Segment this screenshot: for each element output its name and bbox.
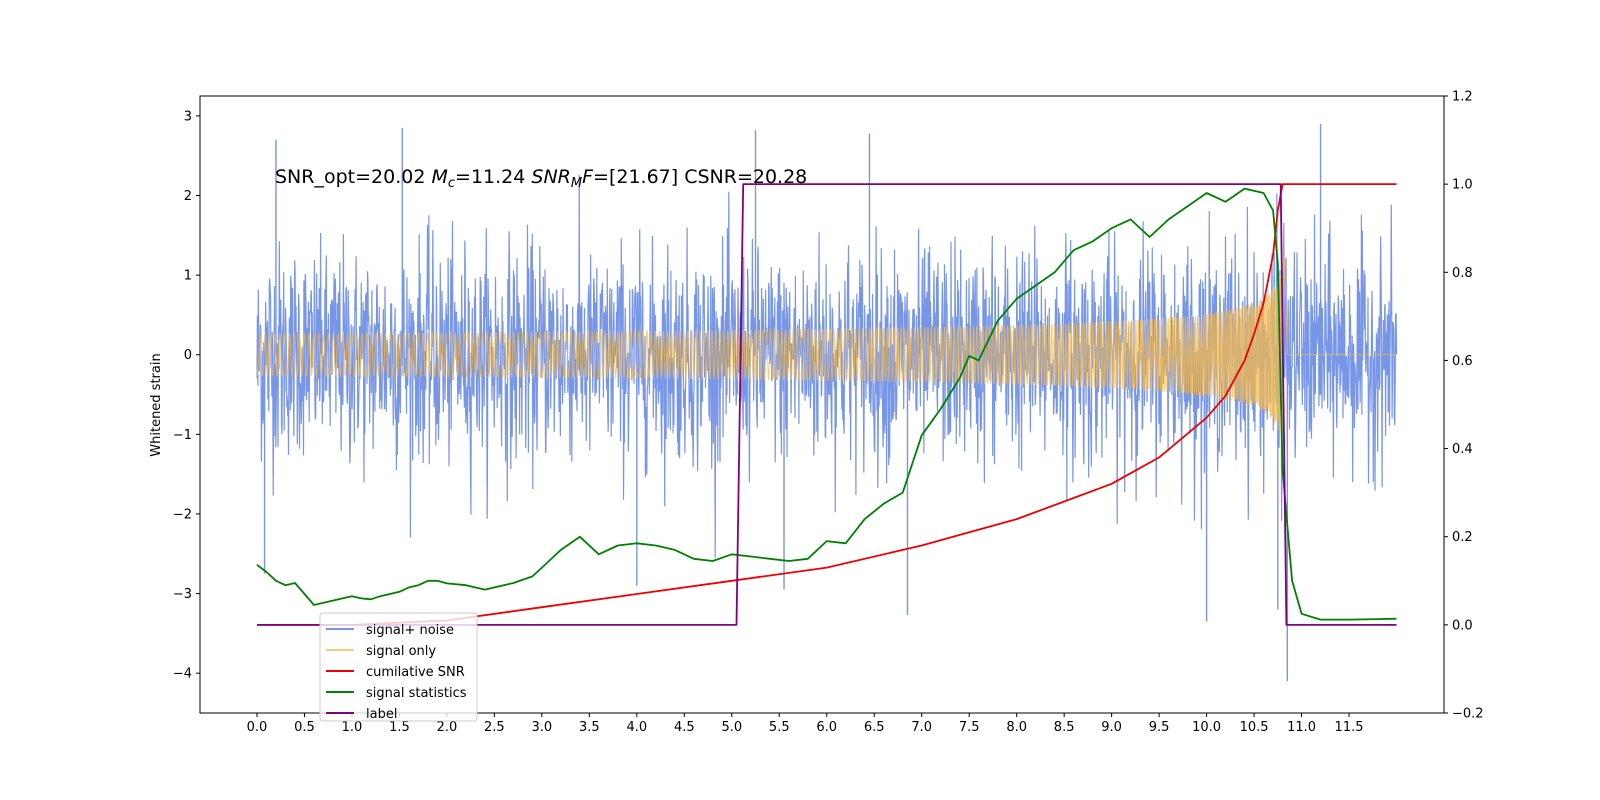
x-tick-label: 1.0 bbox=[342, 720, 363, 735]
x-tick-label: 5.0 bbox=[721, 720, 742, 735]
x-tick-label: 1.5 bbox=[389, 720, 410, 735]
y-left-tick-label: −3 bbox=[173, 587, 192, 602]
legend: cumilative SNR signal+ noise signal only c… bbox=[319, 612, 478, 722]
x-tick-label: 9.0 bbox=[1101, 720, 1122, 735]
y-left-tick-label: −4 bbox=[173, 667, 192, 682]
x-tick-label: 0.5 bbox=[294, 720, 315, 735]
y-left-axis-ticks: 3 2 1 0 −1 −2 −3 −4 bbox=[173, 109, 200, 682]
x-tick-label: 8.5 bbox=[1054, 720, 1075, 735]
y-right-axis-ticks: 1.2 1.0 0.8 0.6 0.4 0.2 0.0 −0.2 bbox=[1444, 90, 1484, 722]
legend-label: label bbox=[366, 707, 397, 722]
legend-label: cumilative SNR bbox=[366, 665, 465, 680]
x-tick-label: 8.0 bbox=[1006, 720, 1027, 735]
y-right-tick-label: 0.8 bbox=[1452, 266, 1473, 281]
y-left-tick-label: 0 bbox=[184, 348, 192, 363]
y-right-tick-label: 0.2 bbox=[1452, 530, 1473, 545]
y-right-tick-label: 1.0 bbox=[1452, 178, 1473, 193]
x-tick-label: 3.5 bbox=[579, 720, 600, 735]
x-tick-label: 6.5 bbox=[864, 720, 885, 735]
x-tick-label: 10.0 bbox=[1192, 720, 1221, 735]
y-right-tick-label: −0.2 bbox=[1452, 707, 1484, 722]
series-cumulative-snr bbox=[257, 183, 1397, 626]
x-tick-label: 9.5 bbox=[1149, 720, 1170, 735]
legend-ghost-text: cumilative SNR bbox=[364, 700, 463, 715]
y-left-tick-label: 3 bbox=[184, 109, 192, 124]
series-signal-statistics bbox=[256, 187, 1397, 621]
x-tick-label: 6.0 bbox=[816, 720, 837, 735]
y-axis-label: Whitened strain bbox=[149, 353, 164, 456]
x-tick-label: 10.5 bbox=[1240, 720, 1269, 735]
y-right-tick-label: 0.6 bbox=[1452, 354, 1473, 369]
x-tick-label: 2.5 bbox=[484, 720, 505, 735]
x-tick-label: 7.0 bbox=[911, 720, 932, 735]
y-right-tick-label: 0.4 bbox=[1452, 442, 1473, 457]
y-left-tick-label: −1 bbox=[173, 428, 192, 443]
plot-series bbox=[256, 123, 1398, 682]
x-tick-label: 5.5 bbox=[769, 720, 790, 735]
x-tick-label: 7.5 bbox=[959, 720, 980, 735]
x-axis-ticks: 0.0 0.5 1.0 1.5 2.0 2.5 3.0 3.5 4.0 4.5 5.0 5.5 6.0 6… bbox=[247, 713, 1364, 735]
x-tick-label: 0.0 bbox=[247, 720, 268, 735]
series-label bbox=[257, 183, 1397, 626]
legend-label: signal statistics bbox=[366, 686, 467, 701]
legend-label: signal only bbox=[366, 644, 436, 659]
series-signal-only bbox=[256, 255, 1397, 447]
legend-box bbox=[319, 612, 478, 722]
x-tick-label: 11.5 bbox=[1335, 720, 1364, 735]
y-left-tick-label: 2 bbox=[184, 189, 192, 204]
y-left-tick-label: 1 bbox=[184, 269, 192, 284]
y-left-tick-label: −2 bbox=[173, 507, 192, 522]
x-tick-label: 11.0 bbox=[1287, 720, 1316, 735]
x-tick-label: 2.0 bbox=[437, 720, 458, 735]
y-right-tick-label: 0.0 bbox=[1452, 618, 1473, 633]
x-tick-label: 3.0 bbox=[532, 720, 553, 735]
plot-frame bbox=[199, 95, 1445, 714]
x-tick-label: 4.5 bbox=[674, 720, 695, 735]
x-tick-label: 4.0 bbox=[626, 720, 647, 735]
annotation-text: SNR_opt=20.02 Mc=11.24 SNRMF=[21.67] CSN… bbox=[275, 166, 807, 191]
y-right-tick-label: 1.2 bbox=[1452, 90, 1473, 105]
legend-label: signal+ noise bbox=[366, 623, 454, 638]
